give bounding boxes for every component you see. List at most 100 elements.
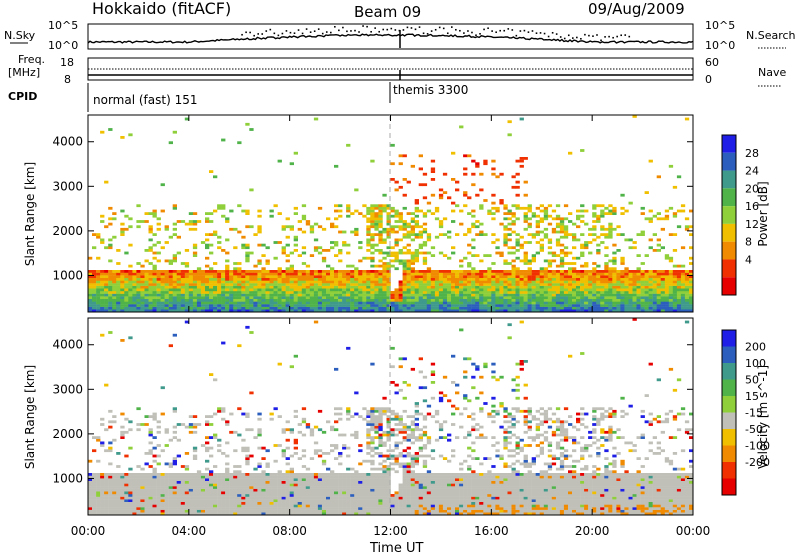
velocity-cell — [100, 501, 105, 505]
velocity-cell — [196, 486, 202, 489]
power-cell — [438, 280, 444, 284]
power-cell — [354, 270, 359, 273]
velocity-cell — [188, 415, 194, 418]
power-cell — [632, 309, 637, 313]
power-cell — [297, 288, 302, 292]
power-cell — [132, 301, 137, 305]
noise-search-point — [325, 31, 328, 33]
power-cell — [277, 285, 282, 289]
velocity-cell — [362, 504, 367, 508]
power-cell — [269, 301, 274, 305]
power-cell — [442, 298, 448, 302]
power-cell — [346, 291, 351, 294]
power-cell — [108, 259, 113, 263]
power-cell — [459, 291, 464, 294]
velocity-cell — [334, 480, 339, 484]
power-cell — [269, 309, 274, 313]
power-cell — [92, 306, 97, 310]
velocity-cell — [160, 480, 165, 484]
velocity-cell — [342, 501, 347, 505]
power-cell — [374, 212, 379, 215]
velocity-cell — [342, 486, 347, 489]
power-cell — [511, 272, 516, 276]
power-cell — [402, 275, 407, 278]
velocity-cell — [92, 475, 97, 479]
power-cell — [209, 251, 214, 255]
power-cell — [144, 270, 149, 273]
power-cell — [394, 256, 399, 260]
power-cell — [471, 291, 476, 294]
velocity-cell — [334, 420, 339, 424]
velocity-cell — [350, 475, 355, 479]
power-cell — [330, 267, 335, 271]
power-cell — [511, 185, 516, 189]
power-cell — [503, 272, 508, 276]
power-cell — [366, 298, 371, 302]
velocity-cell — [188, 473, 194, 476]
velocity-cell — [297, 423, 302, 426]
power-cell — [233, 283, 238, 286]
power-cell — [209, 280, 214, 284]
power-cell — [507, 238, 512, 242]
noise-search-point — [330, 31, 332, 34]
power-cell — [438, 306, 444, 310]
power-cell — [354, 233, 359, 236]
power-cell — [471, 309, 476, 313]
power-cell — [132, 272, 137, 276]
velocity-cell — [265, 494, 270, 497]
velocity-cell — [120, 430, 125, 434]
power-cell — [148, 283, 153, 286]
power-cell — [414, 309, 419, 313]
velocity-cell — [128, 336, 133, 340]
velocity-cell — [172, 504, 177, 508]
power-cell — [539, 306, 544, 310]
power-cell — [442, 291, 448, 294]
velocity-cell — [148, 441, 153, 445]
velocity-cell — [92, 494, 97, 497]
power-cell — [632, 285, 637, 289]
power-cell — [656, 291, 661, 294]
power-cell — [152, 212, 157, 215]
power-cell — [600, 277, 605, 281]
velocity-cell — [136, 501, 141, 505]
power-cell — [438, 251, 444, 255]
velocity-cell — [108, 501, 113, 505]
power-cell — [559, 249, 565, 252]
power-cell — [447, 304, 452, 307]
velocity-cell — [132, 475, 137, 479]
power-cell — [689, 304, 694, 307]
power-cell — [576, 301, 581, 305]
power-cell — [237, 267, 242, 271]
noise-search-point — [608, 35, 610, 38]
power-cell — [293, 277, 298, 281]
power-cell — [108, 128, 113, 131]
power-cell — [487, 254, 492, 257]
velocity-cell — [152, 496, 157, 500]
power-cell — [398, 288, 403, 292]
power-cell — [370, 291, 375, 294]
power-cell — [120, 209, 125, 213]
power-cell — [386, 264, 391, 268]
power-cell — [205, 272, 210, 276]
power-cell — [414, 277, 419, 281]
power-cell — [241, 246, 246, 250]
velocity-cell — [225, 441, 230, 445]
power-cell — [684, 277, 690, 281]
colorbar-swatch — [722, 277, 736, 295]
power-cell — [547, 241, 553, 244]
power-cell — [277, 301, 282, 305]
power-cell — [221, 275, 226, 278]
power-cell — [180, 309, 186, 313]
power-cell — [265, 301, 270, 305]
power-cell — [96, 280, 101, 284]
velocity-cell — [245, 499, 250, 502]
velocity-cell — [184, 465, 190, 468]
velocity-cell — [362, 417, 367, 421]
velocity-cell — [354, 499, 359, 502]
velocity-cell — [92, 473, 97, 476]
power-cell — [664, 217, 670, 221]
power-cell — [668, 256, 674, 260]
power-cell — [539, 267, 544, 271]
power-cell — [616, 304, 621, 307]
power-cell — [438, 233, 444, 236]
